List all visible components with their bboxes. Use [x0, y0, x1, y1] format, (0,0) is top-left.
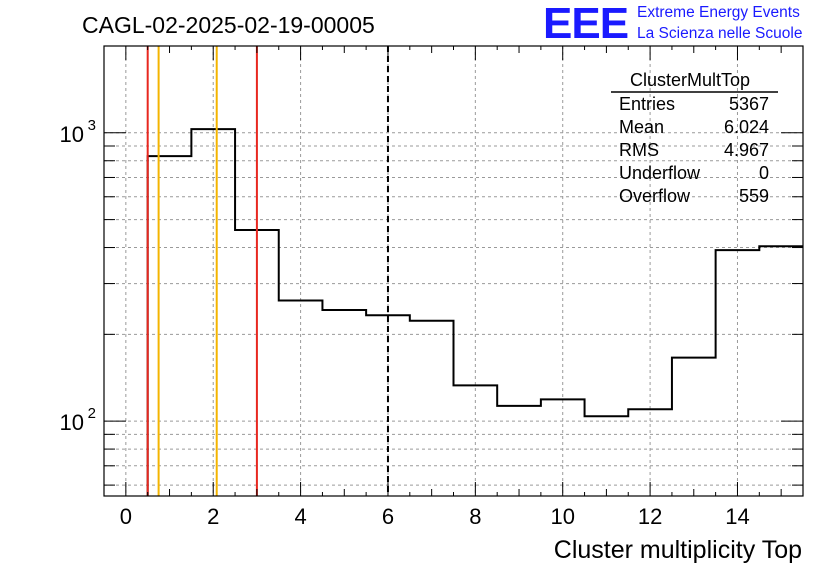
- stats-value: 5367: [729, 94, 769, 114]
- eee-logo: EEE: [543, 0, 629, 48]
- y-tick-label-exponent: 2: [88, 405, 96, 422]
- x-axis-title: Cluster multiplicity Top: [553, 536, 802, 564]
- x-tick-label: 4: [294, 504, 306, 529]
- x-tick-label: 2: [207, 504, 219, 529]
- histogram-series: [146, 128, 803, 496]
- histogram-bar: [322, 310, 366, 496]
- stats-label: Entries: [619, 94, 675, 114]
- histogram-bar: [716, 250, 760, 496]
- stats-value: 4.967: [724, 140, 769, 160]
- histogram-bar: [148, 156, 192, 496]
- histogram-bar: [585, 416, 629, 496]
- histogram-bar: [191, 129, 235, 496]
- stats-value: 559: [739, 186, 769, 206]
- stats-label: Underflow: [619, 163, 701, 183]
- chart-title: CAGL-02-2025-02-19-00005: [82, 12, 375, 38]
- y-tick-label: 10: [60, 122, 84, 147]
- stats-label: Overflow: [619, 186, 691, 206]
- stats-box-title: ClusterMultTop: [630, 70, 750, 90]
- y-tick-label: 10: [60, 410, 84, 435]
- logo-line-1: Extreme Energy Events: [637, 4, 800, 21]
- stats-label: Mean: [619, 117, 664, 137]
- histogram-bar: [497, 406, 541, 496]
- histogram-bar: [454, 385, 498, 496]
- histogram-bar: [279, 301, 323, 496]
- x-tick-label: 6: [382, 504, 394, 529]
- stats-label: RMS: [619, 140, 659, 160]
- x-tick-label: 0: [120, 504, 132, 529]
- x-tick-label: 10: [550, 504, 574, 529]
- stats-value: 6.024: [724, 117, 769, 137]
- logo-line-2: La Scienza nelle Scuole: [637, 25, 803, 42]
- x-tick-label: 14: [725, 504, 749, 529]
- histogram-bar: [541, 399, 585, 496]
- x-tick-label: 8: [469, 504, 481, 529]
- stats-value: 0: [759, 163, 769, 183]
- x-tick-label: 12: [638, 504, 662, 529]
- histogram-bar: [410, 321, 454, 496]
- y-tick-label-exponent: 3: [88, 117, 96, 134]
- histogram-bar: [672, 358, 716, 496]
